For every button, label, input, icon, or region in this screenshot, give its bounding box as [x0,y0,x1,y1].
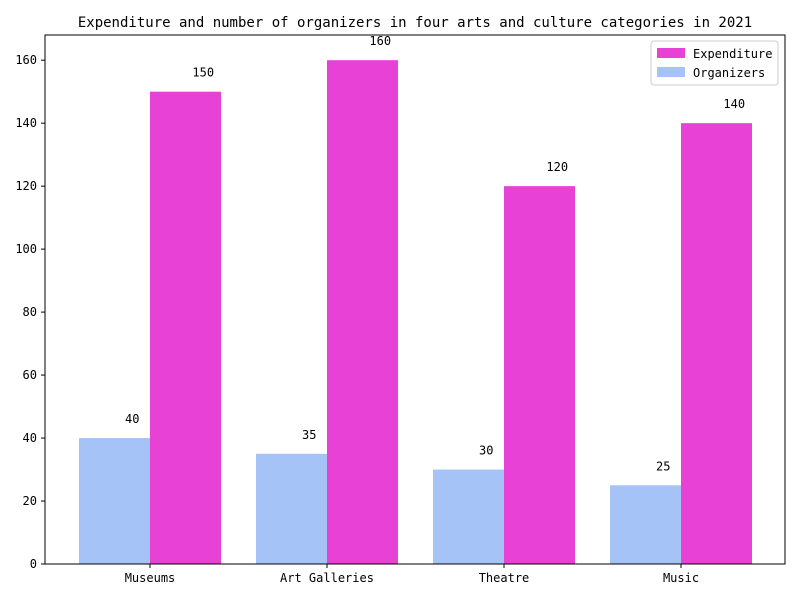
data-label: 25 [656,459,670,473]
legend-label-organizers: Organizers [693,66,765,80]
bar-expenditure-theatre [504,186,575,564]
y-tick-label: 100 [15,242,37,256]
bar-organizers-theatre [433,469,504,564]
bar-organizers-museums [79,438,150,564]
y-tick-label: 0 [30,557,37,571]
data-label: 40 [125,412,139,426]
y-tick-label: 80 [23,305,37,319]
legend: Expenditure Organizers [650,40,779,86]
bar-expenditure-museums [150,91,221,564]
data-label: 30 [479,444,493,458]
plot-frame [44,34,786,565]
legend-swatch-organizers [657,67,685,77]
x-tick-label: Museums [125,571,176,585]
y-tick-label: 140 [15,116,37,130]
plot-area: 40 150 Museums 35 160 Art Galleries 30 120 Theat… [15,34,786,585]
data-label: 150 [192,66,214,80]
legend-swatch-expenditure [657,48,685,58]
chart-title: Expenditure and number of organizers in … [78,15,752,31]
data-label: 160 [369,34,391,48]
x-tick-label: Art Galleries [280,571,374,585]
y-tick-label: 120 [15,179,37,193]
data-label: 120 [546,160,568,174]
y-tick-label: 20 [23,494,37,508]
data-label: 140 [723,97,745,111]
y-tick-label: 60 [23,368,37,382]
bar-organizers-music [610,485,681,564]
bar-expenditure-music [681,123,752,565]
legend-label-expenditure: Expenditure [693,47,772,61]
data-label: 35 [302,428,316,442]
y-tick-label: 40 [23,431,37,445]
x-tick-label: Theatre [479,571,530,585]
y-tick-label: 160 [15,53,37,67]
bar-expenditure-art-galleries [327,60,398,564]
x-tick-label: Music [663,571,699,585]
bar-organizers-art-galleries [256,453,327,564]
